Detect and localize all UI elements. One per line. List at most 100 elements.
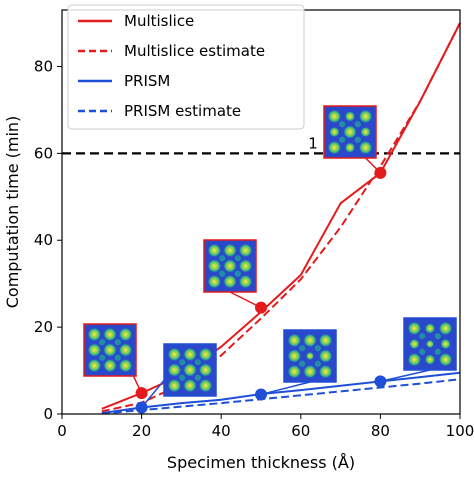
inset-spot — [167, 347, 182, 362]
inset-spot — [329, 126, 340, 138]
inset-spot — [407, 352, 422, 367]
inset-spot — [303, 333, 317, 348]
legend-box — [67, 4, 305, 130]
inset-image-multislice-80 — [323, 105, 377, 159]
inset-spot-secondary — [179, 359, 186, 366]
inset-spot-secondary — [299, 345, 306, 352]
inset-spot — [438, 321, 453, 336]
inset-spot — [318, 364, 333, 379]
inset-spot — [207, 274, 222, 289]
inset-spot — [440, 338, 451, 350]
inset-image-prism-50 — [283, 329, 337, 383]
inset-spot — [118, 327, 133, 342]
inset-spot-secondary — [99, 339, 106, 346]
inset-spot — [207, 259, 222, 273]
x-tick-label: 0 — [57, 422, 67, 440]
inset-spot — [198, 363, 213, 377]
y-tick-label: 0 — [43, 405, 53, 423]
inset-spot — [424, 323, 436, 334]
highlighted-point — [374, 166, 387, 179]
inset-spot — [287, 364, 302, 379]
highlighted-point — [255, 301, 267, 314]
inset-spot-secondary — [219, 270, 226, 277]
inset-image-multislice-50 — [203, 239, 257, 293]
inset-spot — [103, 327, 117, 342]
inset-spot-secondary — [354, 136, 361, 143]
inset-spot — [287, 333, 302, 348]
y-axis-label: Computation time (min) — [3, 116, 22, 309]
legend-label: PRISM — [124, 72, 170, 90]
inset-spot-secondary — [194, 359, 201, 366]
inset-spot — [360, 126, 371, 138]
inset-spot — [207, 243, 222, 258]
inset-spot-secondary — [114, 339, 121, 346]
inset-spot-secondary — [314, 345, 321, 352]
inset-border — [323, 105, 377, 159]
series-line-prism — [101, 371, 461, 415]
inset-spot — [344, 142, 356, 153]
inset-spot — [344, 111, 356, 122]
inset-spot — [103, 358, 117, 373]
inset-spot — [238, 259, 253, 273]
inset-spot — [327, 109, 342, 124]
inset-spot — [318, 349, 333, 363]
x-tick-label: 100 — [446, 422, 474, 440]
inset-spot — [198, 378, 213, 393]
inset-spot-secondary — [234, 255, 241, 262]
inset-spot-secondary — [314, 360, 321, 367]
inset-spot-secondary — [179, 374, 186, 381]
highlighted-point — [135, 387, 148, 400]
inset-spot — [343, 125, 357, 139]
inset-border — [283, 329, 337, 383]
inset-spot-secondary — [434, 348, 441, 355]
inset-spot — [327, 140, 342, 155]
inset-spot — [223, 259, 237, 273]
inset-spot — [358, 109, 373, 124]
inset-spot — [318, 333, 333, 348]
x-tick-label: 40 — [212, 422, 231, 440]
inset-spot — [223, 243, 237, 258]
legend-label: PRISM estimate — [124, 102, 241, 120]
y-tick-label: 20 — [34, 318, 53, 336]
inset-spot — [167, 363, 182, 377]
inset-image-prism-20 — [163, 343, 217, 397]
inset-spot-secondary — [299, 360, 306, 367]
y-tick-label: 40 — [34, 231, 53, 249]
series-line-multislice-estimate — [101, 22, 461, 413]
inset-image-multislice-20 — [83, 323, 137, 377]
legend: Multislice Multislice estimate PRISM PRISM … — [67, 4, 305, 130]
x-axis-label: Specimen thickness (Å) — [167, 453, 355, 472]
inset-spot — [87, 358, 102, 373]
inset-spot — [103, 343, 117, 357]
legend-label: Multislice estimate — [124, 42, 265, 60]
inset-spot — [223, 274, 237, 289]
inset-spot-secondary — [99, 354, 106, 361]
y-tick-label: 80 — [34, 57, 53, 75]
x-tick-label: 60 — [291, 422, 310, 440]
x-tick-label: 80 — [371, 422, 390, 440]
inset-spot — [409, 338, 420, 350]
inset-spot-secondary — [339, 136, 346, 143]
inset-spot-secondary — [194, 374, 201, 381]
inset-spot — [425, 339, 435, 349]
inset-image-prism-80 — [403, 317, 457, 371]
inset-spot — [167, 378, 182, 393]
inset-spot — [358, 140, 373, 155]
inset-spot — [183, 378, 197, 393]
inset-spot — [87, 327, 102, 342]
highlighted-point — [135, 401, 148, 414]
inset-spot-secondary — [219, 255, 226, 262]
inset-spot-secondary — [339, 121, 346, 128]
inset-spot-secondary — [234, 270, 241, 277]
inset-connector — [260, 381, 311, 396]
inset-spot — [438, 352, 453, 367]
x-tick-label: 20 — [132, 422, 151, 440]
inset-border — [203, 239, 257, 293]
inset-border — [83, 323, 137, 377]
y-tick-label: 60 — [34, 144, 53, 162]
inset-spot — [407, 321, 422, 336]
inset-spot — [238, 243, 253, 258]
inset-spot — [183, 363, 197, 377]
